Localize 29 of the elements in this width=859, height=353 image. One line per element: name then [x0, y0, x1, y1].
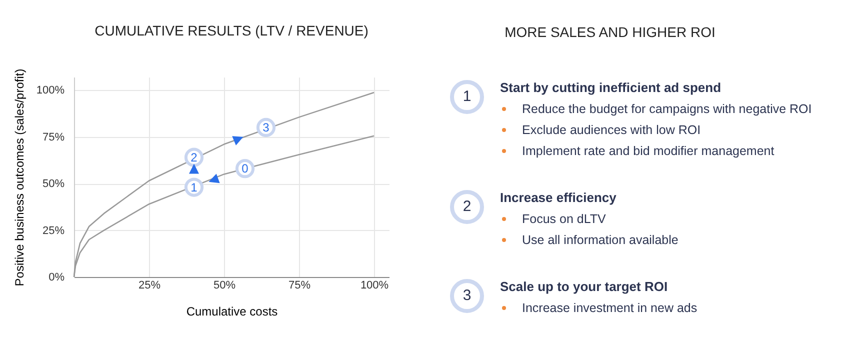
text: MORE SALES AND HIGHER ROI [504, 24, 716, 40]
x-tick-label: 100% [360, 280, 389, 292]
text: 2 [450, 190, 484, 224]
annotation: 2 [190, 150, 198, 164]
y-tick-label: 25% [42, 224, 65, 237]
text: Start by cutting inefficient ad spend [500, 80, 722, 95]
chart-title: CUMULATIVE RESULTS (LTV / REVENUE) [94, 22, 368, 39]
x-tick-label: 50% [213, 280, 236, 292]
annotation: 1 [190, 180, 198, 194]
text: Increase efficiency [500, 190, 616, 205]
y-tick-label: 50% [42, 178, 65, 190]
x-tick-label: 25% [138, 280, 161, 292]
x-tick-label: 75% [288, 280, 311, 292]
text: Increase investment in new ads [521, 301, 698, 315]
annotation: 3 [262, 120, 270, 134]
y-tick-label: 100% [36, 84, 65, 97]
text: Exclude audiences with low ROI [521, 123, 701, 137]
text: Scale up to your target ROI [500, 279, 668, 294]
x-axis-title: Cumulative costs [186, 304, 278, 318]
text: 3 [450, 279, 484, 313]
text: Focus on dLTV [521, 212, 606, 226]
text: 1 [450, 80, 484, 114]
y-tick-label: 75% [42, 131, 65, 144]
text: Implement rate and bid modifier management [521, 144, 774, 158]
text: Use all information available [521, 233, 678, 247]
y-tick-label: 0% [48, 272, 65, 284]
annotation: 0 [242, 162, 249, 176]
text: Reduce the budget for campaigns with negative ROI [521, 102, 812, 116]
y-axis-title: Positive business outcomes (sales/profit) [12, 68, 26, 286]
